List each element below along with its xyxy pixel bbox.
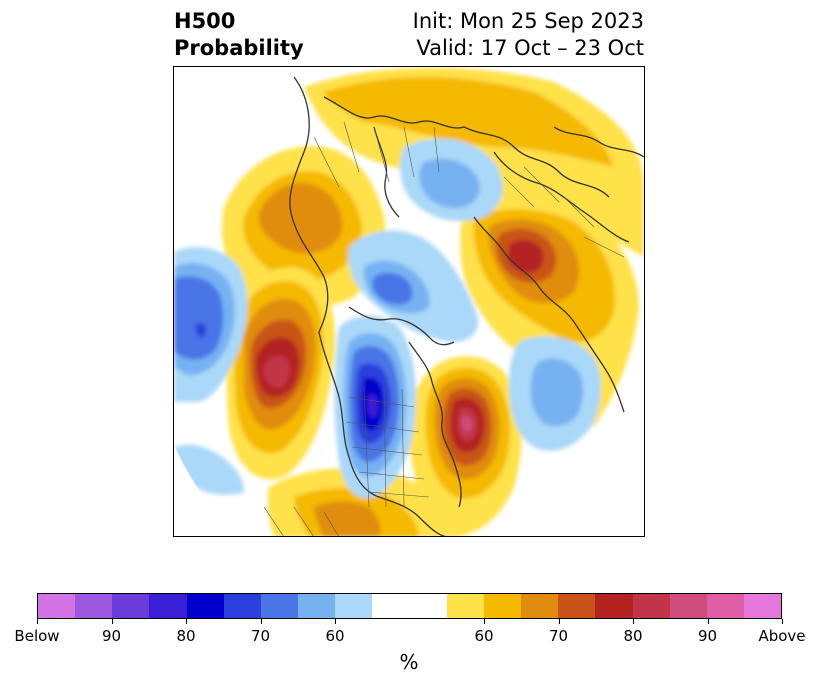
tick-label: 90 xyxy=(101,627,122,645)
below-central-north-america-region xyxy=(334,315,416,498)
tick-label: 70 xyxy=(250,627,271,645)
tick-mark xyxy=(186,619,187,624)
tick-label: Below xyxy=(14,627,60,645)
colorbar-unit: % xyxy=(399,650,419,674)
coastlines xyxy=(289,76,644,536)
borders xyxy=(263,121,625,536)
colorbar-segment xyxy=(446,594,484,618)
colorbar-segment xyxy=(595,594,633,618)
above-siberia-region xyxy=(222,146,386,308)
tick-mark xyxy=(633,619,634,624)
tick-mark xyxy=(260,619,262,624)
tick-mark xyxy=(707,619,709,624)
colorbar-segment xyxy=(186,594,224,618)
valid-range: Valid: 17 Oct – 23 Oct xyxy=(416,36,644,60)
tick-mark xyxy=(37,619,38,624)
tick-label: 80 xyxy=(623,627,643,645)
colorbar-segment xyxy=(558,594,596,618)
colorbar-segment xyxy=(298,594,336,618)
tick-label: 60 xyxy=(325,627,345,645)
below-north-pacific-west-region xyxy=(174,247,248,402)
tick-label: 70 xyxy=(548,627,569,645)
title-left: H500 Probability xyxy=(174,8,304,62)
probability-colorbar xyxy=(37,593,782,619)
init-date: Init: Mon 25 Sep 2023 xyxy=(412,9,644,33)
tick-mark xyxy=(782,619,783,624)
probability-map xyxy=(173,66,645,537)
tick-mark xyxy=(335,619,336,624)
colorbar-segment xyxy=(743,594,782,618)
title-variable: H500 xyxy=(174,9,236,33)
colorbar-segment xyxy=(632,594,670,618)
tick-label: Above xyxy=(758,627,806,645)
colorbar-segment xyxy=(335,594,373,618)
colorbar-segment xyxy=(409,594,447,618)
colorbar-segment xyxy=(260,594,299,618)
tick-mark xyxy=(558,619,560,624)
above-north-atlantic-region xyxy=(408,356,522,536)
title-right: Init: Mon 25 Sep 2023 Valid: 17 Oct – 23… xyxy=(413,8,644,62)
tick-mark xyxy=(111,619,113,624)
colorbar-segment xyxy=(706,594,744,618)
colorbar-segment xyxy=(75,594,113,618)
colorbar-segment xyxy=(372,594,410,618)
title-product: Probability xyxy=(174,36,304,60)
above-northeast-pacific-region xyxy=(226,267,335,480)
colorbar-segment xyxy=(521,594,559,618)
below-siberia-arctic-region xyxy=(399,138,503,221)
colorbar-segment xyxy=(669,594,707,618)
tick-label: 60 xyxy=(474,627,494,645)
tick-mark xyxy=(484,619,485,624)
tick-label: 90 xyxy=(697,627,718,645)
colorbar-segment xyxy=(483,594,522,618)
below-arctic-canada-region xyxy=(348,230,478,342)
colorbar-segment xyxy=(149,594,187,618)
colorbar-segment xyxy=(38,594,76,618)
colorbar-segment xyxy=(223,594,261,618)
below-pacific-south-region xyxy=(174,444,244,495)
colorbar-segment xyxy=(112,594,150,618)
tick-label: 80 xyxy=(176,627,196,645)
below-north-atlantic-east-region xyxy=(509,336,601,451)
